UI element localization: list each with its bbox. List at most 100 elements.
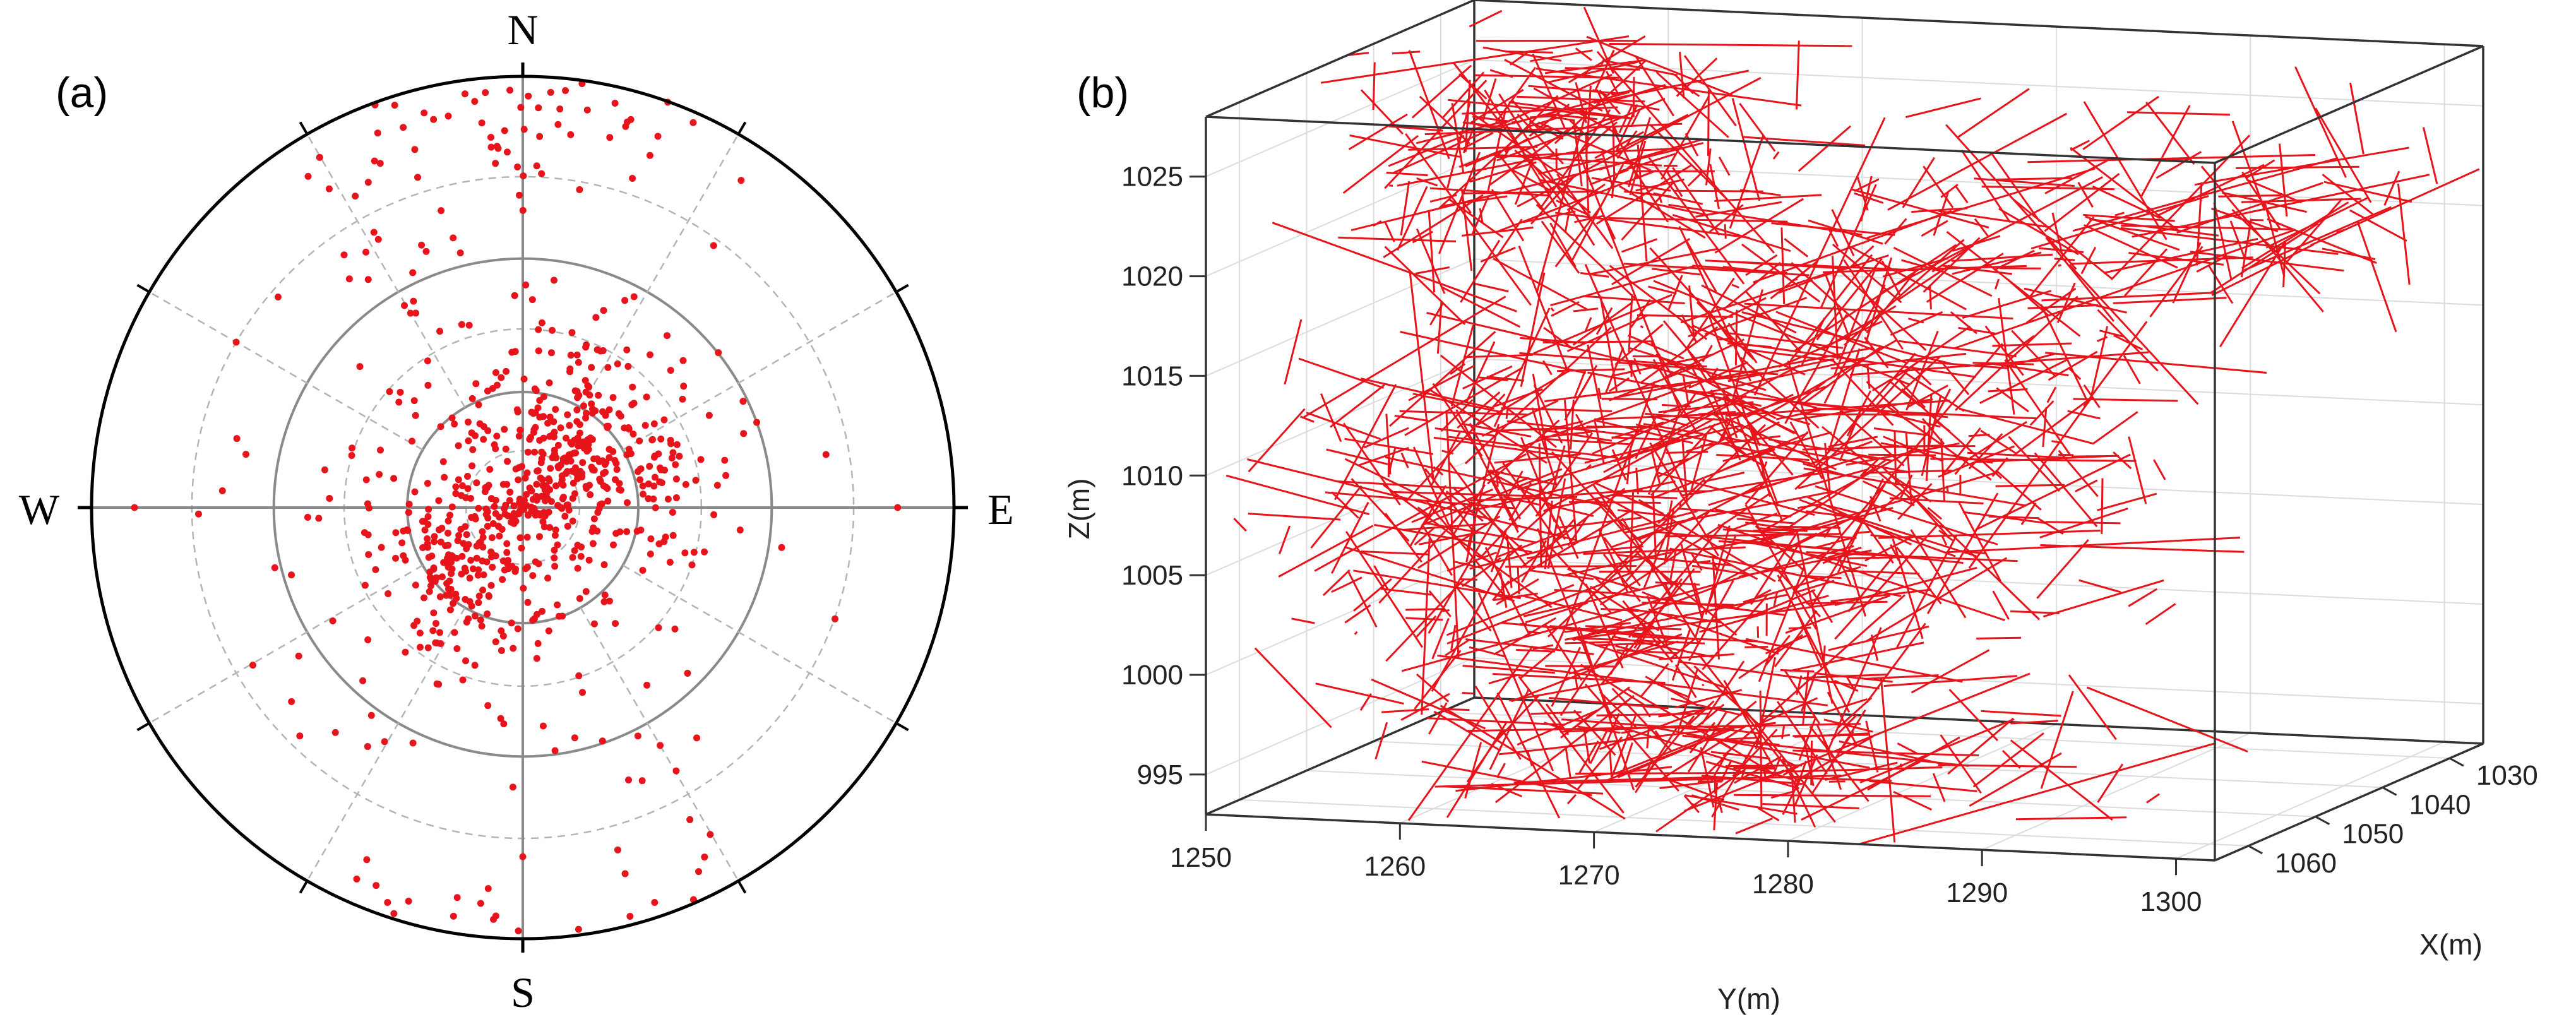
fracture-segment	[1412, 446, 1455, 536]
pole-point	[475, 542, 482, 549]
fracture-segment	[1654, 730, 1662, 741]
fracture-segment	[1347, 571, 1378, 628]
pole-point	[428, 552, 436, 560]
fracture-segment	[1631, 613, 1702, 681]
fracture-segment	[1642, 706, 1651, 718]
pole-point	[397, 388, 404, 396]
fracture-segment	[1547, 61, 1638, 84]
pole-point	[682, 480, 689, 488]
pole-point	[571, 734, 578, 742]
fracture-segment	[1560, 489, 1643, 497]
fracture-segment	[1784, 238, 1809, 258]
fracture-segment	[1867, 736, 1960, 791]
pole-point	[585, 446, 592, 453]
pole-point	[483, 484, 491, 492]
pole-point	[432, 574, 439, 582]
pole-point	[612, 620, 619, 628]
pole-point	[340, 251, 348, 259]
pole-point	[586, 482, 593, 489]
fracture-segment	[1881, 467, 2041, 621]
fracture-segment	[1594, 412, 1745, 420]
fracture-segment	[1798, 717, 1817, 761]
fracture-segment	[1587, 344, 1606, 427]
fracture-segment	[1632, 76, 1635, 117]
fracture-segment	[1353, 578, 1392, 612]
fracture-segment	[1765, 634, 1791, 666]
fracture-segment	[1789, 306, 1835, 362]
fracture-segment	[1614, 323, 1664, 366]
fracture-segment	[1440, 708, 1470, 711]
pole-point	[546, 379, 553, 386]
pole-point	[650, 420, 658, 427]
pole-point	[452, 483, 460, 491]
fracture-segment	[1448, 198, 1504, 239]
fracture-segment	[1469, 422, 1522, 520]
pole-point	[623, 346, 631, 354]
pole-point	[426, 588, 433, 595]
pole-point	[558, 472, 566, 480]
pole-point	[482, 505, 490, 513]
pole-point	[458, 552, 466, 560]
compass-east-label: E	[987, 485, 1014, 533]
pole-point	[471, 612, 479, 620]
pole-point	[444, 554, 451, 562]
fracture-segment	[1486, 376, 1525, 382]
pole-point	[533, 480, 540, 488]
fracture-segment	[1547, 551, 1640, 638]
pole-point	[503, 540, 511, 547]
fracture-segment	[2176, 182, 2323, 234]
fracture-segment	[1832, 359, 1894, 426]
pole-point	[621, 297, 629, 304]
pole-point	[583, 410, 590, 417]
fracture-segment	[1663, 508, 1675, 565]
fracture-segment	[2128, 588, 2157, 607]
fracture-segment	[1535, 432, 1594, 517]
fracture-segment	[1386, 172, 1428, 177]
fracture-segment	[2127, 111, 2230, 116]
fracture-segment	[1612, 126, 1616, 175]
fracture-segment	[1831, 255, 1839, 360]
pole-point	[617, 412, 624, 420]
fracture-segment	[1821, 735, 1842, 790]
fracture-segment	[1530, 711, 1582, 715]
pole-point	[669, 532, 677, 539]
fracture-segment	[1619, 185, 1706, 239]
fracture-segment	[1705, 761, 1800, 790]
fracture-segment	[1516, 648, 1555, 653]
fracture-segment	[1580, 663, 1649, 708]
fracture-segment	[2422, 127, 2438, 184]
fracture-segment	[1837, 268, 1927, 351]
gridline	[1787, 723, 2057, 842]
rim-tick	[299, 121, 309, 135]
fracture-segment	[1823, 272, 1849, 336]
fracture-segment	[1338, 236, 1457, 242]
fracture-segment	[1388, 331, 1496, 427]
pole-point	[623, 118, 631, 126]
pole-point	[503, 148, 511, 156]
fracture-segment	[1530, 427, 1613, 442]
fracture-segment	[1685, 794, 1798, 815]
fracture-segment	[2068, 264, 2199, 405]
fracture-segment	[1373, 220, 1382, 227]
fracture-segment	[2058, 264, 2061, 267]
pole-point	[364, 500, 371, 508]
pole-point	[249, 662, 256, 669]
pole-point	[518, 544, 525, 552]
fracture-segment	[1543, 326, 1571, 348]
fracture-segment	[1408, 146, 1538, 151]
fracture-segment	[1384, 246, 1466, 325]
fracture-segment	[1460, 189, 1473, 271]
pole-point	[405, 501, 413, 508]
fracture-segment	[1849, 351, 2149, 376]
pole-point	[614, 360, 621, 367]
fracture-segment	[1566, 183, 1606, 211]
fracture-segment	[1680, 270, 1834, 324]
fracture-segment	[1870, 634, 1879, 662]
pole-point	[475, 401, 482, 408]
fracture-segment	[1885, 470, 1932, 503]
fracture-segment	[1789, 458, 1888, 528]
fracture-segment	[1972, 732, 2044, 788]
pole-point	[581, 377, 589, 384]
fracture-segment	[1669, 547, 1902, 597]
